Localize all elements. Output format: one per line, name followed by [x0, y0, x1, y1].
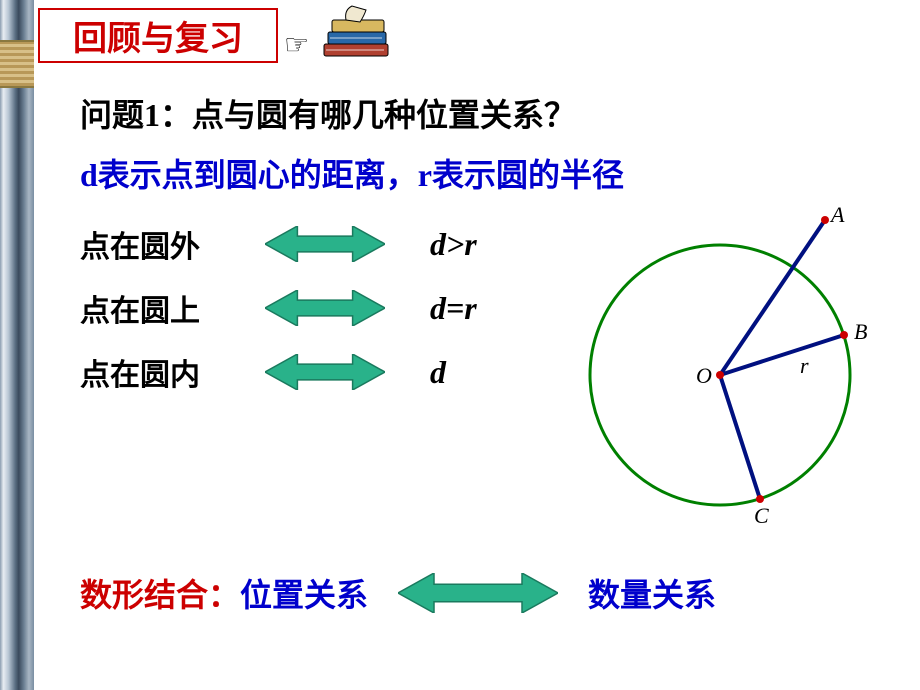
svg-text:C: C	[754, 503, 769, 528]
relation-label: 点在圆内	[80, 350, 230, 394]
double-arrow-icon	[230, 290, 420, 326]
double-arrow-icon	[230, 354, 420, 390]
relation-label: 点在圆外	[80, 222, 230, 266]
circle-diagram: O A B C r	[570, 205, 900, 535]
pointing-hand-icon: ☜	[284, 28, 309, 62]
pen-band	[0, 40, 34, 88]
svg-text:r: r	[800, 353, 809, 378]
relation-condition: d=r	[430, 290, 477, 327]
review-text: 回顾与复习	[73, 11, 243, 60]
bottom-right: 数量关系	[588, 570, 716, 616]
bottom-left: 位置关系	[240, 570, 368, 616]
question-1: 问题1：点与圆有哪几种位置关系？	[80, 90, 900, 136]
review-box: 回顾与复习	[38, 8, 278, 63]
relation-condition: d>r	[430, 226, 477, 263]
relation-condition: d	[430, 354, 446, 391]
double-arrow-icon	[230, 226, 420, 262]
pen-decoration	[0, 0, 34, 690]
bottom-prefix: 数形结合：	[80, 570, 240, 616]
relation-label: 点在圆上	[80, 286, 230, 330]
bottom-arrow-wrap	[368, 573, 588, 613]
description: d表示点到圆心的距离，r表示圆的半径	[80, 150, 900, 196]
svg-text:B: B	[854, 319, 867, 344]
svg-text:O: O	[696, 363, 712, 388]
bottom-row: 数形结合： 位置关系 数量关系	[80, 570, 716, 616]
svg-text:A: A	[829, 205, 845, 227]
books-icon	[316, 0, 396, 68]
